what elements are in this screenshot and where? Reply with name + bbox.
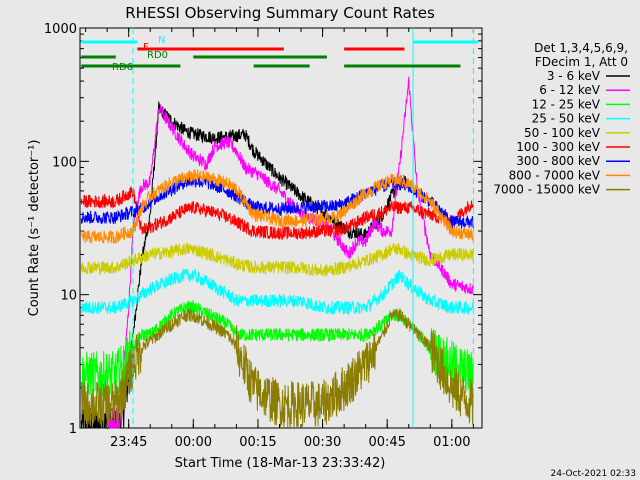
series-line — [80, 186, 474, 240]
footer-date: 24-Oct-2021 02:33 — [551, 469, 636, 479]
x-tick-label: 00:00 — [175, 435, 212, 450]
series-line — [80, 101, 410, 430]
legend-entry-label: 800 - 7000 keV — [509, 168, 601, 182]
vertical-markers — [132, 28, 474, 428]
series-line — [80, 243, 474, 277]
legend-entry-label: 50 - 100 keV — [524, 126, 601, 140]
series-line — [106, 76, 474, 429]
y-tick-label: 1 — [69, 422, 77, 437]
series-lines — [80, 76, 474, 430]
y-axis-ticks: 1 10 100 1000 — [44, 22, 482, 437]
series-line — [80, 169, 474, 245]
legend-entry-label: 100 - 300 keV — [516, 140, 600, 154]
x-tick-label: 00:15 — [239, 435, 276, 450]
x-axis-ticks: 23:45 00:00 00:15 00:30 00:45 01:00 — [85, 28, 474, 450]
legend-entry-label: 7000 - 15000 keV — [493, 183, 600, 197]
chart-title: RHESSI Observing Summary Count Rates — [125, 4, 435, 22]
legend-entry-label: 25 - 50 keV — [532, 112, 601, 126]
flag-label: RD6 — [112, 62, 133, 73]
legend-entry-label: 6 - 12 keV — [539, 83, 601, 97]
x-tick-label: 00:30 — [304, 435, 341, 450]
legend: Det 1,3,4,5,6,9, FDecim 1, Att 0 3 - 6 k… — [493, 41, 630, 197]
legend-entry-label: 12 - 25 keV — [532, 97, 601, 111]
x-tick-label: 23:45 — [110, 435, 147, 450]
series-line — [80, 268, 474, 316]
series-line — [80, 308, 474, 429]
x-tick-label: 00:45 — [368, 435, 405, 450]
y-axis-label: Count Rate (s⁻¹ detector⁻¹) — [27, 140, 42, 317]
legend-entry-label: 3 - 6 keV — [547, 69, 601, 83]
x-axis-label: Start Time (18-Mar-13 23:33:42) — [175, 456, 386, 471]
legend-entry-label: 300 - 800 keV — [516, 154, 600, 168]
legend-header-line-2: FDecim 1, Att 0 — [535, 55, 628, 69]
flag-label: N — [158, 35, 165, 46]
y-tick-label: 1000 — [44, 22, 77, 37]
y-tick-label: 10 — [60, 289, 77, 304]
flag-label: RD0 — [147, 50, 168, 61]
y-tick-label: 100 — [52, 155, 77, 170]
legend-header-line-1: Det 1,3,4,5,6,9, — [534, 41, 628, 55]
x-tick-label: 01:00 — [433, 435, 470, 450]
flag-label: F — [143, 42, 149, 53]
